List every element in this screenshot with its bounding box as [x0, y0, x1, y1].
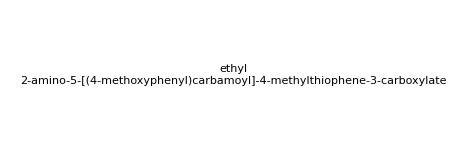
- Text: ethyl 2-amino-5-[(4-methoxyphenyl)carbamoyl]-4-methylthiophene-3-carboxylate: ethyl 2-amino-5-[(4-methoxyphenyl)carbam…: [20, 64, 446, 86]
